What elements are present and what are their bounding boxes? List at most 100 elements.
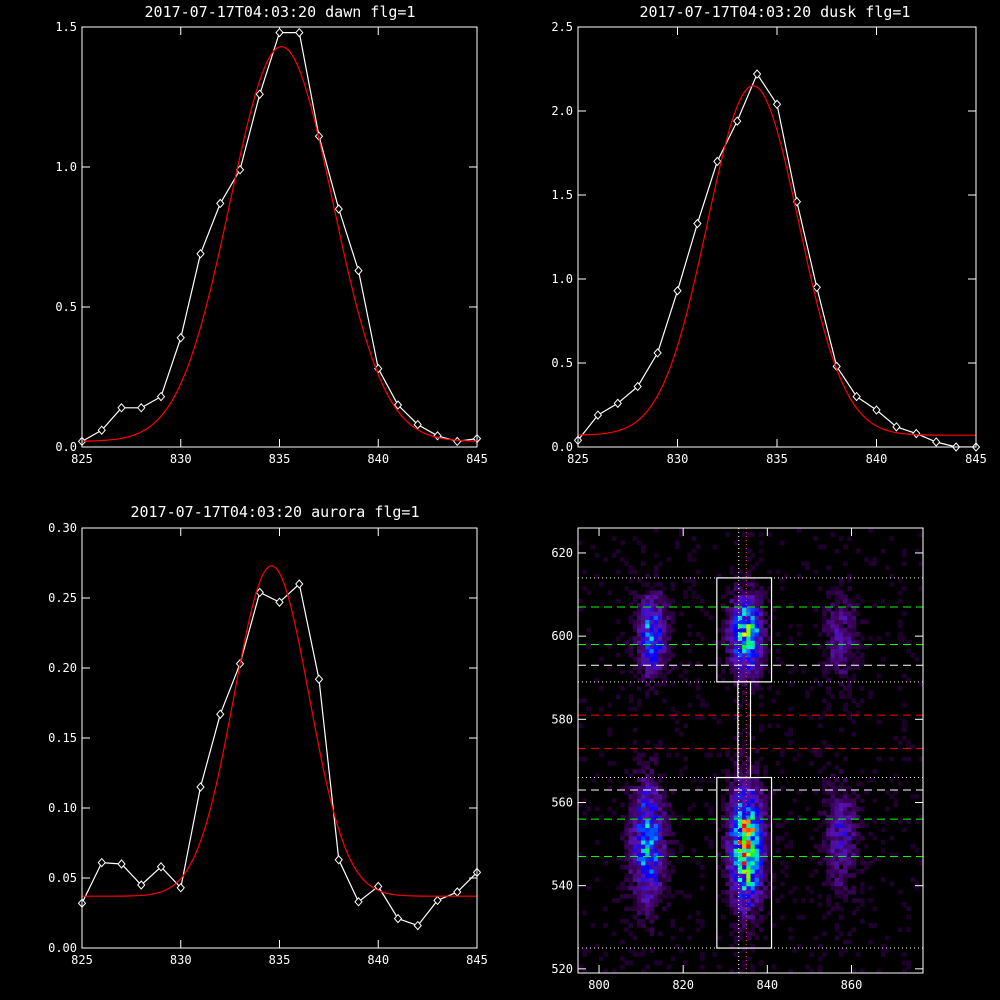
- heatmap-cell: [632, 790, 638, 795]
- heatmap-cell: [653, 790, 659, 795]
- heatmap-cell: [758, 790, 764, 795]
- heatmap-cell: [729, 648, 735, 654]
- heatmap-cell: [838, 848, 844, 853]
- heatmap-cell: [830, 823, 836, 828]
- heatmap-cell: [742, 906, 747, 912]
- heatmap-cell: [725, 790, 730, 795]
- heatmap-cell: [666, 557, 672, 562]
- heatmap-cell: [742, 831, 747, 837]
- heatmap-cell: [695, 544, 701, 550]
- heatmap-cell: [733, 781, 739, 787]
- heatmap-cell: [834, 881, 840, 887]
- heatmap-cell: [721, 623, 726, 629]
- heatmap-cell: [657, 652, 663, 658]
- heatmap-cell: [817, 860, 823, 866]
- heatmap-cell: [847, 536, 852, 541]
- heatmap-cell: [758, 927, 764, 932]
- heatmap-cell: [611, 968, 617, 974]
- data-point: [633, 381, 642, 392]
- heatmap-cell: [914, 548, 920, 554]
- heatmap-cell: [754, 923, 760, 928]
- heatmap-cell: [645, 881, 650, 887]
- heatmap-cell: [670, 935, 676, 941]
- heatmap-cell: [725, 844, 730, 849]
- heatmap-cell: [624, 819, 629, 824]
- heatmap-cell: [838, 598, 844, 604]
- heatmap-cell: [742, 619, 747, 625]
- heatmap-cell: [834, 636, 840, 641]
- heatmap-cell: [742, 690, 747, 695]
- heatmap-cell: [636, 894, 642, 899]
- heatmap-cell: [838, 661, 844, 666]
- heatmap-cell: [695, 785, 701, 791]
- heatmap-cell: [649, 777, 655, 783]
- data-point: [752, 69, 762, 79]
- heatmap-cell: [582, 569, 587, 575]
- heatmap-cell: [872, 769, 878, 774]
- heatmap-cell: [843, 889, 848, 895]
- heatmap-cell: [641, 798, 646, 803]
- y-tick-label: 0.30: [48, 521, 77, 535]
- heatmap-cell: [721, 898, 726, 903]
- heatmap-cell: [670, 852, 676, 858]
- heatmap-cell: [746, 844, 751, 849]
- heatmap-cell: [666, 848, 672, 853]
- heatmap-cell: [653, 823, 659, 828]
- heatmap-cell: [897, 577, 903, 583]
- heatmap-cell: [758, 673, 764, 679]
- heatmap-cell: [670, 627, 676, 633]
- heatmap-cell: [763, 794, 768, 799]
- heatmap-cell: [641, 636, 646, 641]
- heatmap-cell: [851, 598, 857, 604]
- heatmap-cell: [683, 577, 688, 583]
- heatmap-cell: [700, 952, 705, 957]
- heatmap-cell: [733, 790, 739, 795]
- heatmap-cell: [843, 898, 848, 903]
- heatmap-cell: [636, 602, 642, 608]
- heatmap-cell: [817, 956, 823, 962]
- heatmap-cell: [754, 802, 760, 808]
- heatmap-cell: [780, 748, 785, 754]
- heatmap-cell: [788, 727, 794, 733]
- x-tick-label: 845: [965, 452, 987, 466]
- heatmap-cell: [763, 877, 768, 882]
- heatmap-cell: [645, 673, 650, 679]
- heatmap-cell: [834, 894, 840, 899]
- heatmap-cell: [737, 848, 743, 853]
- heatmap-cell: [830, 885, 836, 891]
- heatmap-cell: [649, 885, 655, 891]
- heatmap-cell: [767, 798, 772, 803]
- heatmap-cell: [847, 623, 852, 629]
- data-point: [892, 422, 901, 432]
- heatmap-cell: [645, 656, 650, 662]
- heatmap-cell: [737, 594, 743, 600]
- heatmap-cell: [918, 681, 924, 687]
- heatmap-cell: [746, 869, 751, 874]
- heatmap-cell: [649, 931, 655, 937]
- heatmap-cell: [750, 673, 756, 679]
- heatmap-cell: [780, 661, 785, 666]
- heatmap-cell: [729, 790, 735, 795]
- heatmap-cell: [767, 910, 772, 916]
- heatmap-cell: [687, 577, 693, 583]
- heatmap-cell: [578, 802, 583, 808]
- heatmap-cell: [641, 648, 646, 654]
- heatmap-cell: [729, 839, 735, 845]
- heatmap-cell: [830, 869, 836, 874]
- heatmap-cell: [746, 885, 751, 891]
- heatmap-cell: [788, 636, 794, 641]
- heatmap-cell: [809, 686, 815, 691]
- heatmap-cell: [843, 827, 848, 833]
- heatmap-cell: [746, 623, 751, 629]
- heatmap-cell: [729, 819, 735, 824]
- heatmap-cell: [750, 648, 756, 654]
- heatmap-cell: [729, 798, 735, 803]
- heatmap-cell: [847, 802, 852, 808]
- heatmap-cell: [725, 619, 730, 625]
- heatmap-cell: [670, 956, 676, 962]
- heatmap-cell: [897, 889, 903, 895]
- heatmap-cell: [851, 831, 857, 837]
- heatmap-cell: [645, 681, 650, 687]
- heatmap-cell: [733, 835, 739, 841]
- heatmap-cell: [687, 681, 693, 687]
